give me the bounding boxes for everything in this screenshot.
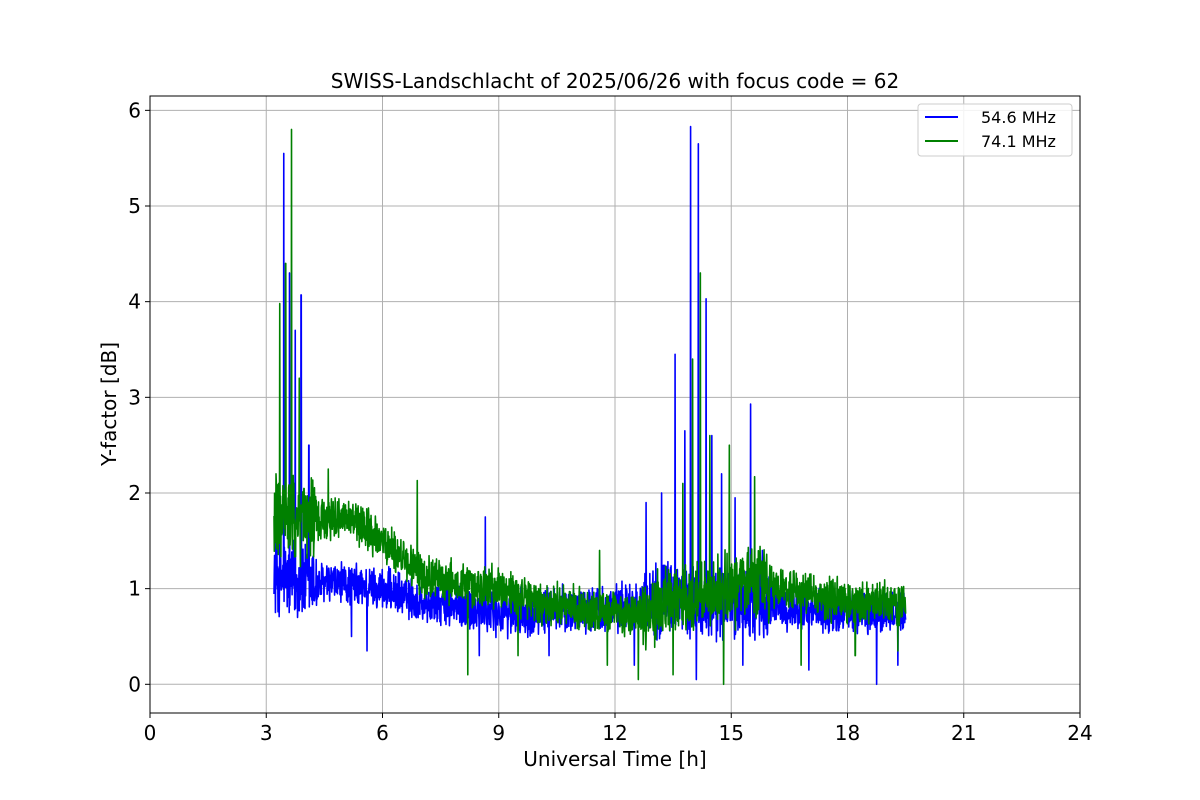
x-tick-label: 24 xyxy=(1067,721,1092,745)
legend: 54.6 MHz 74.1 MHz xyxy=(917,103,1073,157)
x-axis: 0 3 6 9 12 15 18 21 24 xyxy=(144,713,1093,745)
x-tick-label: 12 xyxy=(602,721,627,745)
chart-title: SWISS-Landschlacht of 2025/06/26 with fo… xyxy=(331,69,899,93)
x-tick-label: 6 xyxy=(376,721,389,745)
legend-label-74-1-mhz: 74.1 MHz xyxy=(981,132,1056,151)
series-line-74-1-mhz xyxy=(273,128,907,686)
x-tick-label: 3 xyxy=(260,721,273,745)
x-axis-label: Universal Time [h] xyxy=(523,747,706,771)
y-axis-label: Y-factor [dB] xyxy=(97,342,121,467)
y-tick-label: 4 xyxy=(128,290,141,314)
y-axis: 0 1 2 3 4 5 6 xyxy=(128,98,150,696)
y-tick-label: 2 xyxy=(128,481,141,505)
legend-label-54-6-mhz: 54.6 MHz xyxy=(981,108,1056,127)
y-tick-label: 1 xyxy=(128,577,141,601)
x-tick-label: 0 xyxy=(144,721,157,745)
x-tick-label: 9 xyxy=(492,721,505,745)
series-layer xyxy=(273,125,907,686)
x-tick-label: 21 xyxy=(951,721,976,745)
y-tick-label: 3 xyxy=(128,385,141,409)
x-tick-label: 15 xyxy=(719,721,744,745)
x-tick-label: 18 xyxy=(835,721,860,745)
y-tick-label: 0 xyxy=(128,672,141,696)
y-tick-label: 5 xyxy=(128,194,141,218)
y-tick-label: 6 xyxy=(128,98,141,122)
